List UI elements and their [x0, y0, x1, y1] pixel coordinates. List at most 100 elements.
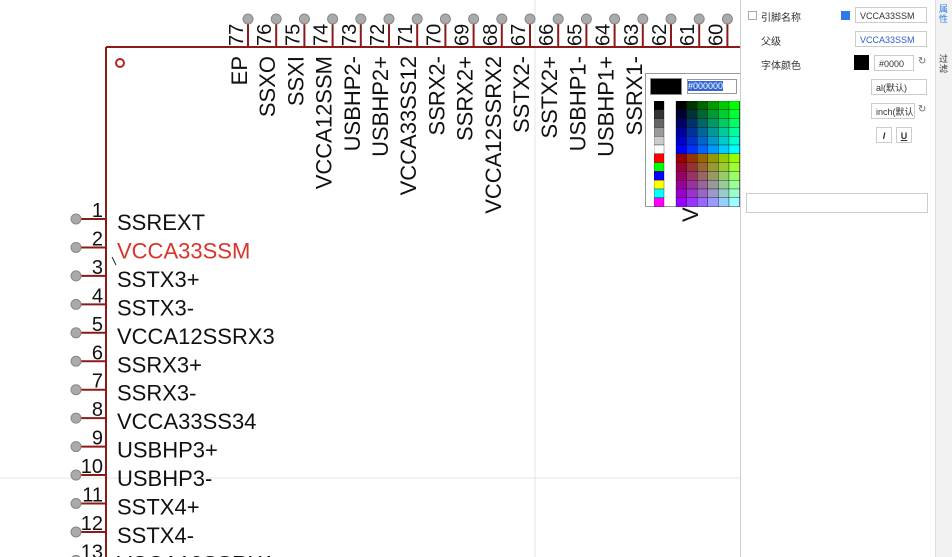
- pin-number: 62: [649, 24, 671, 46]
- pin-number: 5: [92, 314, 103, 336]
- swatch: [654, 153, 665, 163]
- pin-number: 76: [254, 24, 276, 46]
- swatch: [697, 136, 708, 146]
- pin-number: 13: [81, 541, 103, 557]
- parent-input[interactable]: VCCA33SSM: [855, 31, 927, 47]
- parent-label: 父级: [761, 37, 781, 48]
- swatch: [718, 109, 730, 119]
- underline-button[interactable]: U: [896, 127, 912, 143]
- swatch: [686, 162, 698, 172]
- swatch: [675, 153, 687, 163]
- swatch: [686, 118, 698, 128]
- pin-name: SSXI: [283, 56, 308, 106]
- reset-icon[interactable]: ↻: [918, 104, 927, 115]
- text-field[interactable]: [746, 193, 928, 213]
- pin-number: 64: [593, 24, 615, 46]
- swatch: [718, 153, 730, 163]
- pin-name: SSRX3+: [117, 352, 202, 377]
- reset-icon[interactable]: ↻: [918, 56, 927, 67]
- pin-name: VCCA33SS12: [396, 56, 421, 195]
- pin-name: USBHP2+: [368, 56, 393, 157]
- pin-number: 3: [92, 257, 103, 279]
- swatch: [707, 127, 719, 137]
- pin-end: [70, 298, 82, 310]
- pin-end: [70, 498, 82, 509]
- swatch: [728, 109, 740, 119]
- pin-number: 77: [226, 24, 248, 46]
- swatch: [707, 171, 719, 181]
- tab-properties[interactable]: 属性: [939, 4, 949, 24]
- pin-name: USBHP1+: [594, 56, 619, 157]
- pin-end: [70, 327, 82, 339]
- pin-name-label: 引脚名称: [761, 13, 801, 24]
- pin-name: VCCA33SS34: [117, 409, 256, 434]
- tab-filter[interactable]: 过滤: [939, 54, 949, 74]
- pin-name: SSXO: [255, 56, 280, 117]
- swatch: [675, 127, 687, 137]
- swatch: [697, 153, 708, 163]
- pin-number: 8: [92, 399, 103, 421]
- swatch: [728, 197, 740, 207]
- font-select[interactable]: al(默认): [871, 79, 927, 95]
- swatch: [686, 180, 698, 190]
- swatch: [718, 197, 730, 207]
- pin-name: SSRX2-: [424, 56, 449, 135]
- pin-number: 63: [621, 24, 643, 46]
- checkbox[interactable]: [748, 11, 757, 20]
- swatch: [686, 144, 698, 154]
- swatch: [675, 188, 687, 198]
- swatch: [707, 162, 719, 172]
- pin-name: SSTX3-: [117, 295, 194, 320]
- pin-name: VCCA12SSRX1: [117, 551, 275, 557]
- swatch: [707, 197, 719, 207]
- swatch: [728, 162, 740, 172]
- pin-name: SSRX2+: [453, 56, 478, 141]
- swatch: [675, 197, 687, 207]
- pin-name: SSRX3-: [117, 381, 196, 406]
- pin-end: [270, 13, 282, 25]
- pin-end: [609, 13, 621, 25]
- pin-end: [70, 441, 82, 453]
- pin-name-input[interactable]: VCCA33SSM: [855, 7, 927, 23]
- swatch: [718, 127, 730, 137]
- pin-end: [327, 13, 339, 25]
- pin-number: 73: [339, 24, 361, 46]
- swatch: [707, 118, 719, 128]
- swatch: [654, 127, 665, 137]
- color-swatch[interactable]: [854, 55, 869, 70]
- swatch: [697, 127, 708, 137]
- swatch: [707, 153, 719, 163]
- swatch: [718, 144, 730, 154]
- swatch: [675, 162, 687, 172]
- size-select[interactable]: inch(默认: [871, 103, 915, 119]
- swatch: [707, 101, 719, 110]
- swatch: [718, 180, 730, 190]
- swatch: [654, 188, 665, 198]
- pin-end: [70, 355, 82, 367]
- pin-end: [242, 13, 254, 25]
- pin-end: [468, 13, 480, 25]
- swatch: [718, 188, 730, 198]
- swatch: [686, 109, 698, 119]
- hex-input[interactable]: #000000: [688, 81, 724, 91]
- pin-number: 74: [311, 24, 333, 46]
- swatch: [675, 118, 687, 128]
- swatch: [697, 101, 708, 110]
- pin-end: [637, 13, 649, 25]
- swatch: [697, 197, 708, 207]
- swatch: [718, 136, 730, 146]
- swatch: [686, 188, 698, 198]
- pin-number: 60: [705, 24, 727, 46]
- swatch: [686, 153, 698, 163]
- swatch: [707, 109, 719, 119]
- current-color[interactable]: [650, 78, 682, 95]
- pin-number: 70: [423, 24, 445, 46]
- swatch: [707, 188, 719, 198]
- pin-end: [693, 13, 705, 25]
- swatch: [707, 136, 719, 146]
- italic-button[interactable]: I: [876, 127, 892, 143]
- swatch: [654, 197, 665, 207]
- pin-end: [70, 213, 82, 225]
- font-color-input[interactable]: #0000: [874, 55, 914, 71]
- checkbox-checked[interactable]: [841, 11, 850, 20]
